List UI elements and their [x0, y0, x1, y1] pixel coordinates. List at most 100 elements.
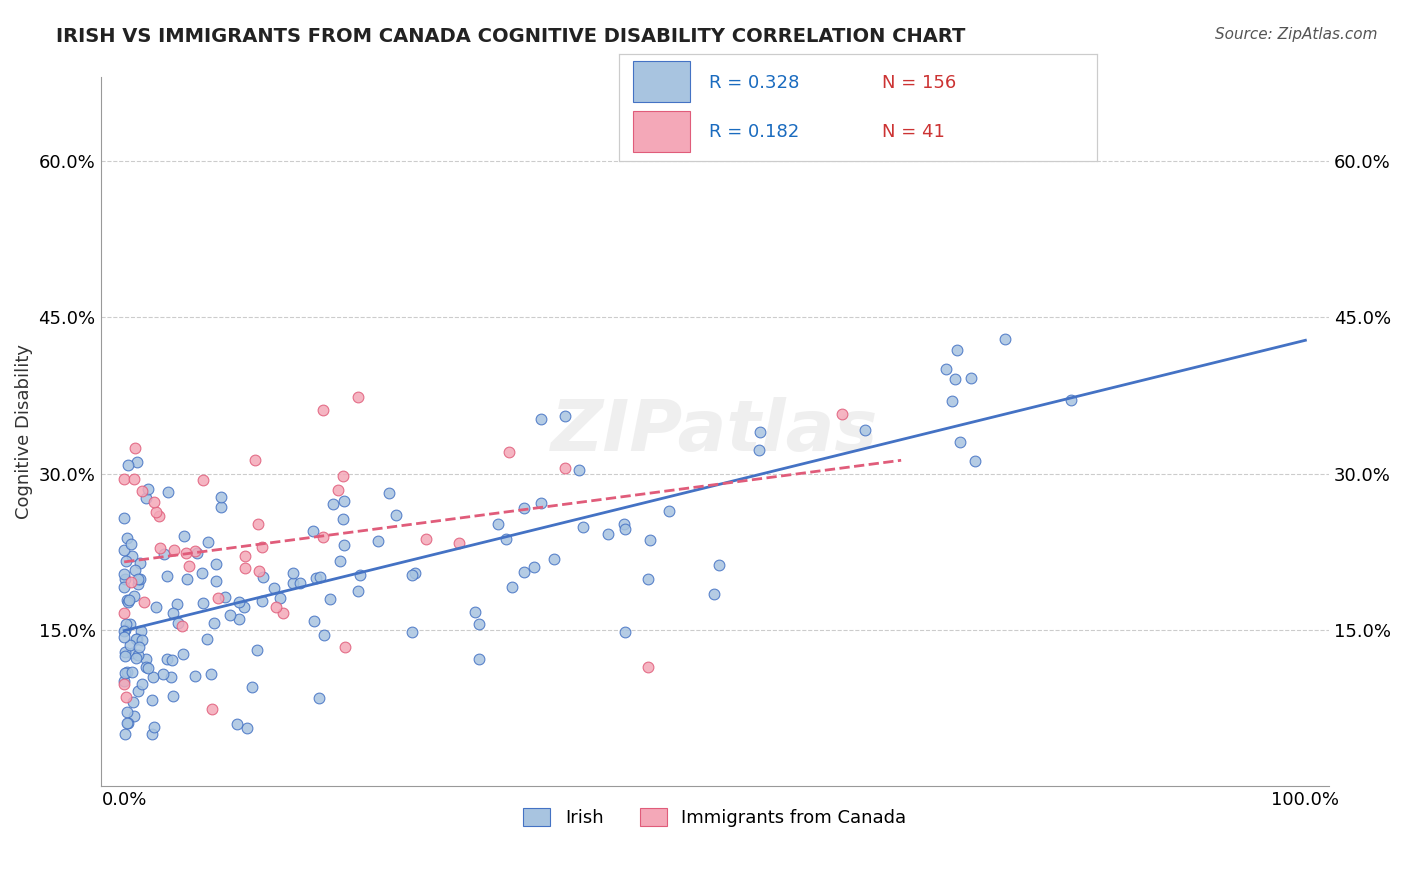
Immigrants from Canada [131, 483, 153, 498]
Irish [114, 649, 136, 664]
Irish [614, 625, 637, 640]
Y-axis label: Cognitive Disability: Cognitive Disability [15, 344, 32, 519]
Immigrants from Canada [124, 472, 146, 486]
Irish [166, 615, 188, 630]
Irish [112, 580, 135, 594]
Irish [228, 612, 250, 626]
Irish [117, 593, 139, 607]
Immigrants from Canada [145, 506, 167, 520]
Irish [250, 594, 273, 608]
Irish [568, 463, 591, 477]
Irish [172, 648, 194, 662]
Immigrants from Canada [831, 407, 853, 421]
Irish [464, 605, 486, 619]
Irish [156, 652, 179, 666]
Irish [112, 566, 135, 581]
Irish [114, 727, 136, 741]
Irish [117, 458, 139, 472]
Irish [142, 670, 165, 684]
Text: N = 41: N = 41 [882, 123, 945, 141]
Irish [707, 558, 730, 572]
Immigrants from Canada [193, 473, 215, 487]
Irish [501, 580, 523, 594]
Irish [205, 574, 228, 588]
Irish [949, 435, 972, 450]
Irish [141, 692, 163, 706]
Irish [112, 674, 135, 689]
Irish [468, 616, 491, 631]
Irish [329, 554, 352, 568]
Irish [228, 594, 250, 608]
Irish [242, 680, 264, 694]
Immigrants from Canada [264, 599, 287, 614]
Text: Source: ZipAtlas.com: Source: ZipAtlas.com [1215, 27, 1378, 42]
Irish [145, 600, 167, 615]
Irish [191, 566, 214, 581]
Legend: Irish, Immigrants from Canada: Irish, Immigrants from Canada [516, 800, 914, 834]
Irish [115, 715, 138, 730]
Immigrants from Canada [273, 606, 295, 620]
Irish [401, 624, 423, 639]
Irish [191, 596, 214, 610]
Irish [946, 343, 969, 357]
Immigrants from Canada [250, 540, 273, 554]
Irish [122, 695, 145, 709]
Irish [117, 594, 139, 608]
Irish [166, 597, 188, 611]
Immigrants from Canada [554, 461, 576, 475]
Irish [135, 491, 157, 505]
Irish [186, 546, 208, 560]
Immigrants from Canada [449, 535, 471, 549]
Irish [127, 648, 149, 663]
Irish [232, 599, 254, 614]
Irish [143, 720, 166, 734]
Irish [117, 532, 139, 546]
Text: N = 156: N = 156 [882, 75, 956, 93]
Irish [160, 653, 183, 667]
Irish [160, 670, 183, 684]
Irish [122, 709, 145, 723]
Irish [127, 573, 149, 587]
Immigrants from Canada [247, 565, 270, 579]
Irish [703, 586, 725, 600]
Irish [121, 665, 143, 679]
Irish [114, 645, 136, 659]
Irish [176, 573, 198, 587]
Irish [214, 590, 236, 604]
Irish [941, 394, 963, 409]
Irish [246, 642, 269, 657]
Irish [120, 616, 142, 631]
Irish [304, 571, 326, 585]
Irish [346, 583, 368, 598]
Irish [157, 485, 180, 500]
Immigrants from Canada [124, 441, 146, 455]
Immigrants from Canada [312, 403, 335, 417]
Immigrants from Canada [201, 702, 224, 716]
Irish [749, 425, 772, 439]
Immigrants from Canada [326, 483, 349, 498]
Irish [197, 534, 219, 549]
Irish [120, 639, 142, 653]
Irish [512, 501, 534, 516]
Irish [135, 660, 157, 674]
Irish [112, 624, 135, 638]
Irish [263, 581, 285, 595]
Text: R = 0.328: R = 0.328 [710, 75, 800, 93]
Irish [205, 558, 228, 572]
Irish [127, 576, 149, 591]
Irish [960, 371, 983, 385]
Irish [127, 684, 149, 698]
Text: R = 0.182: R = 0.182 [710, 123, 800, 141]
Irish [141, 727, 163, 741]
Irish [384, 508, 406, 522]
Immigrants from Canada [207, 591, 229, 606]
Immigrants from Canada [333, 640, 356, 654]
Irish [152, 666, 174, 681]
Irish [131, 624, 153, 639]
Immigrants from Canada [172, 618, 194, 632]
Irish [114, 623, 136, 637]
Irish [225, 717, 247, 731]
Irish [468, 652, 491, 666]
Irish [332, 512, 354, 526]
Irish [156, 569, 179, 583]
